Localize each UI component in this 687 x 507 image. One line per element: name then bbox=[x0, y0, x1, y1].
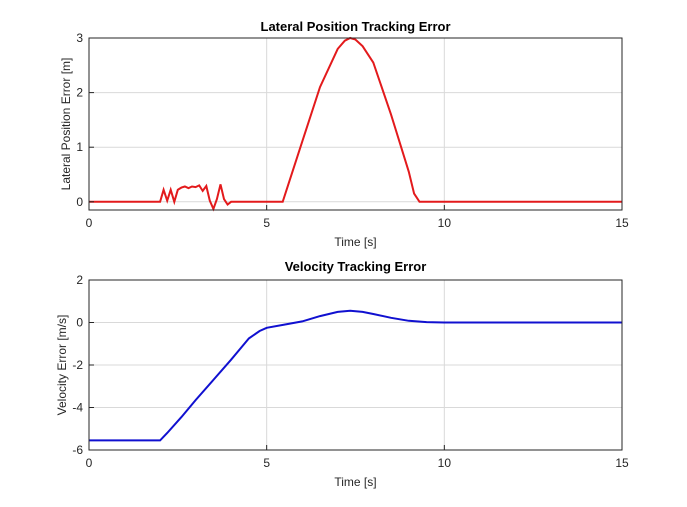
y-tick-label: 2 bbox=[76, 273, 83, 287]
grid-lines bbox=[89, 280, 622, 450]
x-tick-label: 5 bbox=[263, 216, 270, 230]
subplot-velocity: 0 5 10 15 -6 -4 -2 0 2 Velocity Tracking Error T… bbox=[55, 259, 629, 489]
y-axis-label: Lateral Position Error [m] bbox=[59, 58, 73, 191]
x-axis-label: Time [s] bbox=[334, 475, 376, 489]
grid-lines bbox=[89, 38, 622, 210]
chart-title: Lateral Position Tracking Error bbox=[261, 19, 451, 34]
x-tick-label: 15 bbox=[615, 216, 629, 230]
y-tick-label: -6 bbox=[72, 443, 83, 457]
y-tick-label: 0 bbox=[76, 316, 83, 330]
y-tick-label: 0 bbox=[76, 195, 83, 209]
x-axis-label: Time [s] bbox=[334, 235, 376, 249]
y-axis-label: Velocity Error [m/s] bbox=[55, 315, 69, 416]
tick-labels: 0 5 10 15 0 1 2 3 bbox=[76, 31, 629, 230]
x-tick-label: 10 bbox=[438, 216, 452, 230]
tick-labels: 0 5 10 15 -6 -4 -2 0 2 bbox=[72, 273, 629, 470]
x-tick-label: 0 bbox=[86, 216, 93, 230]
y-tick-label: 3 bbox=[76, 31, 83, 45]
y-tick-label: 2 bbox=[76, 86, 83, 100]
chart-title: Velocity Tracking Error bbox=[285, 259, 427, 274]
x-tick-label: 15 bbox=[615, 456, 629, 470]
x-tick-label: 5 bbox=[263, 456, 270, 470]
velocity-error-series-line bbox=[89, 309, 622, 442]
plot-area bbox=[88, 37, 623, 211]
plot-frame bbox=[88, 37, 623, 211]
y-tick-label: -2 bbox=[72, 358, 83, 372]
y-tick-label: 1 bbox=[76, 140, 83, 154]
y-tick-label: -4 bbox=[72, 401, 83, 415]
lateral-error-series-line bbox=[89, 36, 622, 212]
x-tick-label: 0 bbox=[86, 456, 93, 470]
x-tick-label: 10 bbox=[438, 456, 452, 470]
subplot-lateral-position: 0 5 10 15 0 1 2 3 Lateral Position Tracking Err… bbox=[59, 19, 629, 249]
